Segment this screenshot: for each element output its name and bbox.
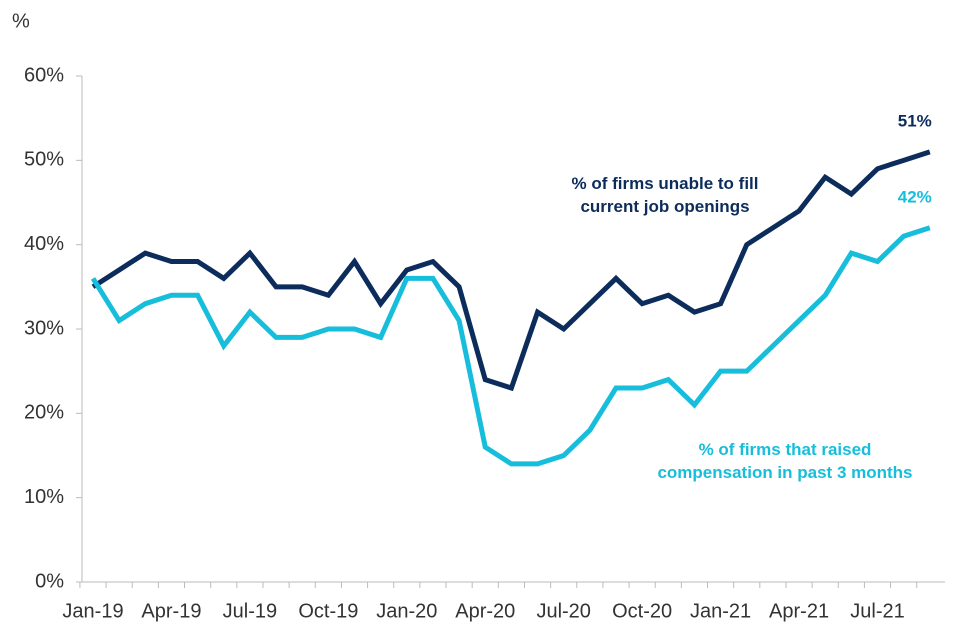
x-tick-label: Jan-21 [690, 600, 751, 622]
x-tick-label: Jul-20 [536, 600, 590, 622]
x-tick-label: Jan-19 [62, 600, 123, 622]
x-tick-label: Apr-20 [455, 600, 515, 622]
series-label: % of firms unable to fill current job op… [571, 174, 759, 216]
series-line [90, 225, 931, 467]
y-tick-label: 20% [24, 402, 64, 424]
value-label: 51% [898, 111, 932, 130]
x-tick-label: Apr-21 [769, 600, 829, 622]
x-tick-label: Jul-19 [223, 600, 277, 622]
y-tick-label: 50% [24, 149, 64, 171]
series-label: % of firms that raised compensation in p… [657, 440, 913, 482]
x-tick-label: Apr-19 [141, 600, 201, 622]
x-tick-label: Oct-20 [612, 600, 672, 622]
value-label: 42% [898, 187, 932, 206]
series-line [91, 149, 931, 392]
y-tick-label: 0% [35, 570, 64, 592]
y-unit: % [12, 10, 30, 32]
x-tick-label: Jan-20 [376, 600, 437, 622]
y-tick-label: 60% [24, 64, 64, 86]
y-tick-label: 40% [24, 233, 64, 255]
y-tick-label: 10% [24, 486, 64, 508]
y-tick-label: 30% [24, 317, 64, 339]
x-tick-label: Jul-21 [850, 600, 904, 622]
x-tick-label: Oct-19 [298, 600, 358, 622]
